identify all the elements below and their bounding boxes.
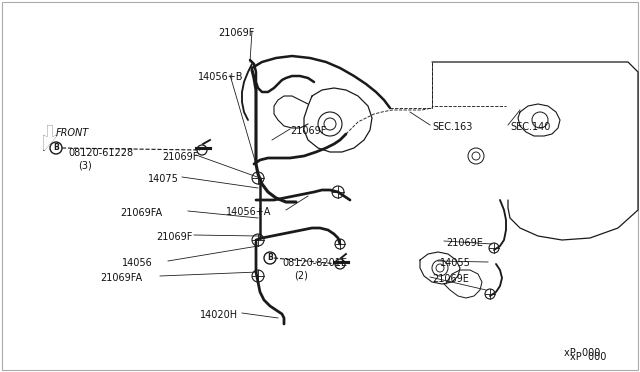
Text: 21069FA: 21069FA — [120, 208, 162, 218]
Text: (2): (2) — [294, 270, 308, 280]
Text: 08120-61228: 08120-61228 — [68, 148, 133, 158]
Text: 21069F: 21069F — [290, 126, 326, 136]
Text: 21069F: 21069F — [218, 28, 254, 38]
Text: B: B — [53, 144, 59, 153]
Text: 21069E: 21069E — [432, 274, 469, 284]
Text: FRONT: FRONT — [56, 128, 89, 138]
Text: xP  000: xP 000 — [564, 348, 600, 358]
Text: 14075: 14075 — [148, 174, 179, 184]
Text: SEC.163: SEC.163 — [432, 122, 472, 132]
Polygon shape — [44, 126, 56, 150]
Text: 14056+B: 14056+B — [198, 72, 243, 82]
Text: 21069F: 21069F — [162, 152, 198, 162]
Text: 21069E: 21069E — [446, 238, 483, 248]
Text: 21069F: 21069F — [156, 232, 193, 242]
Text: (3): (3) — [78, 160, 92, 170]
Text: 14020H: 14020H — [200, 310, 238, 320]
Text: 14056: 14056 — [122, 258, 153, 268]
Text: 08120-8201E: 08120-8201E — [282, 258, 347, 268]
Text: 14055: 14055 — [440, 258, 471, 268]
Text: xP  000: xP 000 — [570, 352, 606, 362]
Text: SEC.140: SEC.140 — [510, 122, 550, 132]
Text: 21069FA: 21069FA — [100, 273, 142, 283]
Text: 14056+A: 14056+A — [226, 207, 271, 217]
Text: B: B — [267, 253, 273, 263]
